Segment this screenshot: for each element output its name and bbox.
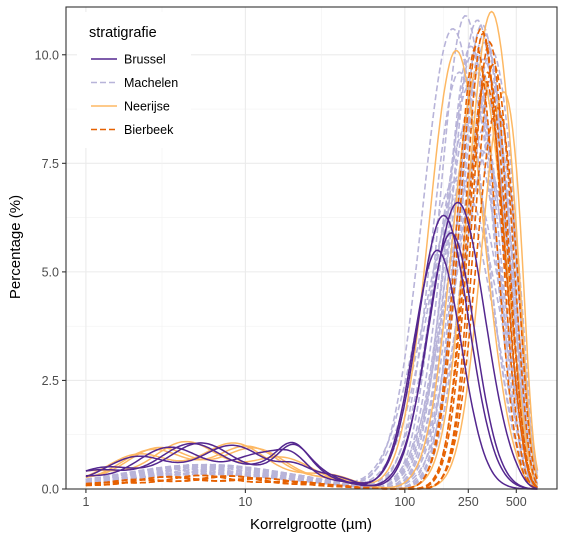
legend-label-neerijse: Neerijse: [124, 100, 170, 114]
y-axis-title: Percentage (%): [7, 195, 24, 299]
series-line-brussel: [85, 249, 538, 490]
x-axis-title: Korrelgrootte (µm): [250, 516, 372, 533]
x-tick-label: 250: [458, 495, 479, 509]
legend-background: [77, 12, 191, 148]
series-line-bierbeek: [85, 71, 538, 490]
plot-panel-border: [65, 6, 558, 490]
legend-label-brussel: Brussel: [124, 53, 166, 67]
series-layer: [85, 10, 539, 490]
series-line-machelen: [85, 119, 539, 489]
y-tick-label: 10.0: [35, 48, 59, 62]
legend-title: stratigrafie: [89, 25, 157, 41]
series-line-brussel: [85, 232, 538, 490]
y-tick-label: 0.0: [42, 483, 59, 497]
x-tick-label: 10: [238, 495, 252, 509]
grid-layer: [66, 7, 557, 490]
y-tick-label: 7.5: [42, 157, 59, 171]
series-line-machelen: [85, 23, 539, 490]
y-tick-label: 5.0: [42, 265, 59, 279]
legend-label-machelen: Machelen: [124, 76, 178, 90]
x-tick-label: 1: [82, 495, 89, 509]
x-tick-label: 500: [506, 495, 527, 509]
legend: stratigrafie Brussel Machelen Neerijse Bierb…: [89, 25, 178, 137]
axes: 0.0 2.5 5.0 7.5 10.0 1 10 100 250 500: [35, 48, 527, 509]
x-tick-label: 100: [394, 495, 415, 509]
y-tick-label: 2.5: [42, 374, 59, 388]
legend-label-bierbeek: Bierbeek: [124, 123, 174, 137]
